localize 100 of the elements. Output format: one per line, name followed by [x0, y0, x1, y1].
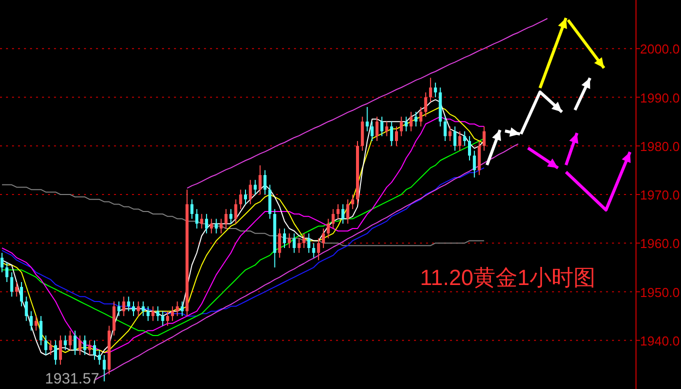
- y-tick-label: 1990.0: [640, 90, 680, 106]
- y-tick-label: 2000.0: [640, 42, 680, 57]
- candlestick: [429, 77, 432, 103]
- candlestick: [170, 306, 174, 322]
- candlestick: [64, 335, 67, 351]
- candlestick: [254, 179, 257, 195]
- candlestick: [229, 208, 232, 224]
- candlestick: [195, 208, 198, 230]
- candlestick: [151, 306, 154, 322]
- candlestick: [98, 350, 101, 366]
- candlestick: [341, 204, 344, 224]
- candlestick: [93, 340, 96, 360]
- candlestick: [210, 218, 213, 234]
- candlestick: [482, 126, 486, 152]
- y-tick-label: 1950.0: [640, 284, 680, 300]
- candlestick: [58, 335, 62, 366]
- candlestick: [385, 121, 388, 137]
- candlestick: [88, 340, 92, 356]
- candlestick: [434, 82, 437, 98]
- candlestick: [49, 340, 52, 356]
- text: 11.20黄金1小时图: [420, 265, 596, 290]
- candlestick: [34, 316, 38, 332]
- candlestick: [414, 111, 418, 127]
- candlestick: [444, 116, 447, 142]
- candlestick: [404, 116, 408, 132]
- candlestick: [419, 106, 422, 127]
- candlestick: [166, 310, 170, 326]
- candlestick: [468, 136, 472, 161]
- candlestick: [332, 208, 335, 230]
- candlestick: [292, 232, 296, 254]
- candlestick: [317, 238, 320, 261]
- candlestick: [220, 218, 223, 234]
- candlestick: [453, 126, 456, 152]
- candlestick: [390, 121, 394, 146]
- candlestick: [263, 170, 266, 195]
- candlestick: [176, 300, 179, 317]
- y-tick-label: 1960.0: [640, 236, 680, 252]
- candlestick: [132, 300, 135, 317]
- candlestick: [180, 300, 184, 317]
- candlestick: [78, 335, 82, 356]
- candlestick: [322, 228, 325, 248]
- candlestick: [302, 232, 306, 248]
- candlestick: [472, 150, 476, 178]
- candlestick: [156, 306, 160, 322]
- candlestick: [68, 330, 72, 351]
- candlestick: [5, 262, 8, 283]
- candlestick: [205, 213, 208, 234]
- candlestick: [370, 121, 374, 142]
- candlestick: [380, 116, 384, 137]
- candlestick: [0, 252, 4, 273]
- candlestick: [136, 300, 140, 317]
- candlestick: [142, 300, 145, 317]
- candlestick: [102, 354, 106, 382]
- candlestick: [312, 242, 316, 258]
- annotation: 1931.57: [45, 370, 100, 388]
- candlestick: [54, 340, 58, 366]
- candlestick: [214, 218, 218, 234]
- candlestick: [39, 316, 42, 346]
- candlestick: [248, 179, 252, 205]
- candlestick: [463, 130, 466, 146]
- candlestick: [366, 106, 369, 132]
- candlestick: [44, 335, 48, 356]
- candlestick: [10, 272, 14, 298]
- y-tick-label: 1980.0: [640, 138, 680, 154]
- candlestick: [224, 208, 228, 230]
- candlestick: [400, 116, 403, 137]
- candlestick: [161, 310, 164, 326]
- candlestick: [200, 213, 204, 230]
- candlestick: [458, 130, 462, 152]
- candlestick: [326, 218, 330, 239]
- candlestick: [375, 116, 378, 142]
- candlestick: [351, 194, 354, 210]
- candlestick: [244, 189, 247, 205]
- candlestick: [117, 300, 120, 317]
- candlestick: [83, 335, 86, 356]
- candlestick: [20, 282, 23, 307]
- candlestick: [307, 232, 310, 254]
- candlestick: [410, 111, 413, 132]
- candlestick: [448, 126, 452, 142]
- y-tick-label: 1970.0: [640, 188, 680, 202]
- candlestick: [258, 164, 262, 195]
- line-series: [186, 18, 548, 189]
- candlestick: [239, 189, 242, 210]
- candlestick: [146, 306, 150, 322]
- candlestick: [282, 228, 286, 248]
- candlestick: [30, 310, 33, 332]
- candlestick: [298, 238, 301, 254]
- candlestick: [24, 296, 28, 322]
- y-tick-label: 1940.0: [640, 333, 680, 348]
- candlestick: [74, 330, 77, 356]
- candlestick: [190, 198, 194, 220]
- candlestick: [394, 126, 398, 146]
- candlestick: [234, 198, 238, 224]
- candlestick: [15, 282, 18, 298]
- candlestick: [424, 92, 428, 118]
- candlestick: [122, 296, 126, 317]
- candlestick: [288, 232, 291, 248]
- candlestick: [336, 204, 340, 220]
- candlestick: [346, 198, 350, 224]
- candlestick: [278, 228, 282, 258]
